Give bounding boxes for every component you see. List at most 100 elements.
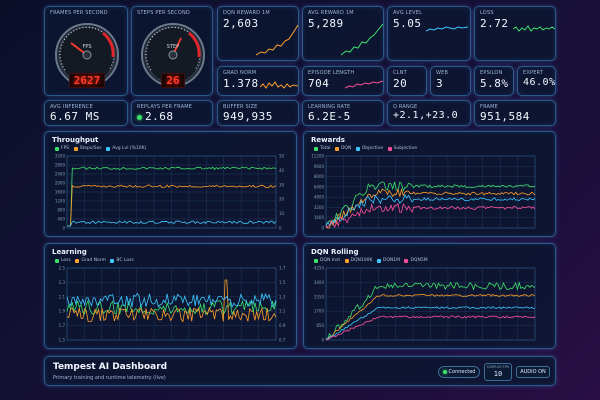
legend-item: Objective: [361, 146, 384, 151]
legend-item: Avg Lvl (%10K): [112, 146, 147, 151]
display-fps-control[interactable]: DISPLAY FPS 10: [484, 363, 512, 381]
expert-card: EXPERT 46.0%: [517, 66, 556, 96]
dqn-reward-card: DQN REWARD 1M 2,603: [217, 6, 299, 61]
metric-value: 5.8%: [480, 77, 509, 90]
metric-label: Q RANGE: [393, 104, 418, 110]
grad-norm-card: GRAD NORM 1.378: [217, 66, 299, 96]
learning-chart: 2.5 2.3 2.1 1.9 1.7 1.5 1.7 1.5 1.3 1.1 0.9 0.7: [59, 266, 286, 343]
legend-item: Subjective: [393, 146, 418, 151]
clnt-card: CLNT 20: [387, 66, 427, 96]
dqn-reward-sparkline: [256, 24, 298, 56]
metric-value: 5.05: [393, 17, 422, 30]
audio-label: AUDIO ON: [520, 369, 546, 375]
learning-legend: Loss Grad Norm BC Loss: [52, 258, 134, 264]
y-right-tick-label: 10: [279, 211, 285, 216]
y-tick-label: 1200: [55, 199, 66, 204]
metric-label: BUFFER SIZE: [223, 104, 258, 110]
metric-value: 6.2E-5: [308, 110, 351, 123]
sps-dial: STEP: [141, 23, 205, 87]
rewards-legend: Total DQN Objective Subjective: [311, 146, 417, 152]
metric-label: CLNT: [393, 70, 407, 76]
y-tick-label: 3200: [314, 205, 325, 210]
metric-label: REPLAYS PER FRAME: [137, 104, 193, 110]
panel-title: Rewards: [311, 136, 345, 144]
metric-label: GRAD NORM: [223, 70, 257, 76]
episode-length-sparkline: [345, 80, 383, 89]
legend-item: Total: [320, 146, 331, 151]
y-right-tick-label: 0: [279, 226, 282, 231]
sps-gauge-card: STEPS PER SECOND STEP 26: [131, 6, 213, 96]
series-line: [325, 315, 536, 341]
metric-label: LOSS: [480, 10, 494, 16]
episode-length-card: EPISODE LENGTH 704: [302, 66, 384, 96]
series-line: [66, 292, 277, 309]
rewards-panel: Rewards Total DQN Objective Subjective 1…: [303, 131, 556, 237]
status-dot: [137, 114, 142, 120]
y-tick-label: 850: [316, 323, 324, 328]
chart-grid: [66, 155, 277, 229]
y-tick-label: 9600: [314, 164, 325, 169]
y-right-tick-label: 1.3: [279, 294, 286, 299]
metric-value: 704: [308, 77, 330, 90]
sps-dial-text: STEP: [167, 44, 179, 50]
connection-status: Connected: [438, 366, 480, 378]
avg-inference-card: AVG INFERENCE 6.67 MS: [44, 100, 128, 126]
legend-item: FPS: [61, 146, 70, 151]
y-tick-label: 3400: [314, 280, 325, 285]
fps-label: FRAMES PER SECOND: [50, 10, 108, 16]
fps-gauge-card: FRAMES PER SECOND FPS 2627: [44, 6, 128, 96]
avg-level-sparkline: [426, 26, 468, 32]
y-tick-label: 1.5: [59, 338, 66, 343]
legend-item: BC Loss: [116, 258, 134, 263]
y-tick-label: 4800: [314, 195, 325, 200]
metric-label: WEB: [436, 70, 449, 76]
metric-label: AVG INFERENCE: [50, 104, 93, 110]
y-tick-label: 3200: [55, 154, 66, 159]
footer-bar: Tempest AI Dashboard Primary training an…: [44, 356, 556, 386]
metric-value: 2.68: [145, 110, 174, 123]
series-line: [325, 193, 536, 226]
y-tick-label: 1700: [314, 309, 325, 314]
y-tick-label: 2550: [314, 294, 325, 299]
y-tick-label: 2.5: [59, 266, 66, 271]
y-tick-label: 6400: [314, 184, 325, 189]
metric-value: 6.67 MS: [50, 110, 100, 123]
y-tick-label: 8000: [314, 174, 325, 179]
y-tick-label: 1.7: [59, 323, 66, 328]
y-tick-label: 11200: [311, 154, 324, 159]
frame-card: FRAME 951,584: [474, 100, 556, 126]
y-right-tick-label: 30: [279, 182, 285, 187]
y-right-tick-label: 1.7: [279, 266, 286, 271]
y-tick-label: 2800: [55, 163, 66, 168]
y-tick-label: 800: [57, 208, 65, 213]
throughput-chart: 3200 2800 2400 2000 1600 1200 800 400 0 50 40 30 20 1…: [55, 154, 285, 231]
avg-reward-sparkline: [341, 23, 383, 56]
dqn-rolling-legend: DQN Inst DQN100K DQN1M DQN5M: [311, 258, 428, 264]
legend-item: Steps/Sec: [79, 146, 102, 151]
display-fps-value: 10: [493, 370, 503, 378]
legend-item: DQN5M: [410, 258, 428, 263]
legend-item: DQN100K: [350, 258, 373, 263]
panel-title: Throughput: [52, 136, 99, 144]
y-tick-label: 1600: [55, 190, 66, 195]
legend-item: DQN1M: [382, 258, 401, 263]
metric-label: AVG REWARD 1M: [308, 10, 354, 16]
y-right-tick-label: 50: [279, 154, 285, 159]
y-tick-label: 2.1: [59, 294, 66, 299]
legend-item: DQN Inst: [320, 258, 341, 263]
y-tick-label: 1.9: [59, 309, 66, 314]
sps-readout: 26: [161, 73, 185, 88]
dashboard-subtitle: Primary training and runtime telemetry (…: [53, 375, 166, 381]
metric-value: 3: [436, 77, 444, 90]
series-line: [67, 184, 277, 227]
y-right-tick-label: 40: [279, 168, 285, 173]
metric-label: FRAME: [480, 104, 499, 110]
throughput-legend: FPS Steps/Sec Avg Lvl (%10K): [52, 146, 146, 152]
web-card: WEB 3: [430, 66, 471, 96]
metric-label: EXPERT: [523, 70, 544, 76]
series-line: [325, 187, 536, 229]
series-line: [66, 279, 277, 323]
audio-toggle-button[interactable]: AUDIO ON: [516, 366, 550, 378]
y-tick-label: 2400: [55, 172, 66, 177]
avg-level-card: AVG LEVEL 5.05: [387, 6, 471, 61]
